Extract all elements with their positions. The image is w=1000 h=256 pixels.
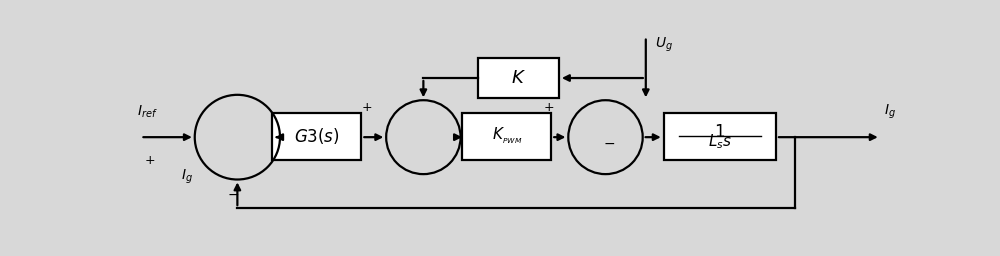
Text: $\mathit{I}_g$: $\mathit{I}_g$	[181, 167, 193, 186]
Text: $\mathit{U}_g$: $\mathit{U}_g$	[655, 35, 673, 54]
Text: +: +	[544, 101, 554, 114]
Bar	[478, 58, 559, 98]
Text: +: +	[361, 101, 372, 114]
Text: $1$: $1$	[714, 123, 725, 141]
Bar	[272, 113, 361, 160]
Bar	[462, 113, 551, 160]
Text: $\it{G3(s)}$: $\it{G3(s)}$	[294, 126, 340, 146]
Text: $\mathit{K}$: $\mathit{K}$	[511, 69, 526, 87]
Text: $\mathit{I}_g$: $\mathit{I}_g$	[885, 102, 896, 121]
Text: +: +	[144, 154, 155, 167]
Text: $\mathit{I}_{ref}$: $\mathit{I}_{ref}$	[137, 103, 157, 120]
Text: $-$: $-$	[603, 136, 615, 150]
Text: $\mathit{K}_{_{PWM}}$: $\mathit{K}_{_{PWM}}$	[492, 126, 522, 146]
Text: $-$: $-$	[227, 187, 240, 201]
Bar	[664, 113, 776, 160]
Text: $L_s s$: $L_s s$	[708, 133, 732, 152]
